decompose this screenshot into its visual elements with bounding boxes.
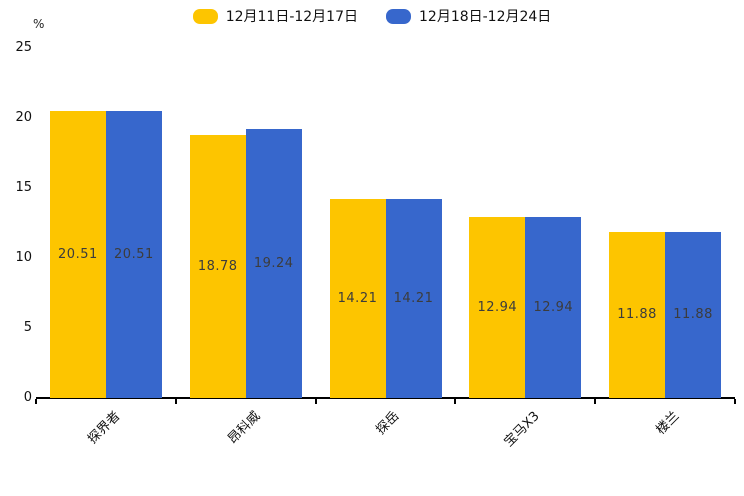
bar-week2: 19.24 bbox=[245, 128, 302, 398]
bar-value-label: 20.51 bbox=[114, 246, 154, 262]
x-axis-tick bbox=[174, 399, 177, 404]
bar-value-label: 14.21 bbox=[393, 291, 434, 307]
bar-value-label: 20.51 bbox=[58, 246, 98, 262]
x-axis-category-label: 探岳 bbox=[373, 408, 403, 438]
bar-value-label: 12.94 bbox=[477, 299, 518, 315]
x-axis-tick bbox=[35, 399, 37, 404]
x-axis-category-label: 宝马X3 bbox=[501, 408, 543, 450]
x-axis-line bbox=[36, 397, 735, 399]
bar-week2: 11.88 bbox=[665, 231, 722, 398]
y-axis-tick-label: 10 bbox=[15, 250, 32, 265]
legend-item-week2[interactable]: 12月18日-12月24日 bbox=[386, 6, 551, 26]
x-axis-tick bbox=[454, 399, 457, 404]
y-axis-tick-label: 5 bbox=[23, 320, 32, 335]
legend-label-week2: 12月18日-12月24日 bbox=[419, 9, 552, 25]
x-axis-tick bbox=[734, 399, 736, 404]
bar-value-label: 11.88 bbox=[617, 307, 657, 323]
chart-legend: 12月11日-12月17日 12月18日-12月24日 bbox=[0, 6, 744, 26]
bar-week1: 12.94 bbox=[469, 216, 526, 398]
bar-week1: 14.21 bbox=[329, 199, 386, 398]
x-axis-category-label: 昂科威 bbox=[224, 408, 264, 448]
bar-week2: 20.51 bbox=[105, 110, 162, 398]
x-axis-category-label: 楼兰 bbox=[653, 408, 683, 438]
bar-value-label: 14.21 bbox=[337, 291, 378, 307]
legend-item-week1[interactable]: 12月11日-12月17日 bbox=[192, 6, 358, 26]
bar-week1: 18.78 bbox=[189, 135, 246, 398]
bar-week1: 11.88 bbox=[609, 231, 666, 398]
bar-value-label: 18.78 bbox=[197, 259, 238, 275]
bar-value-label: 12.94 bbox=[533, 299, 574, 315]
bar-week2: 12.94 bbox=[525, 216, 582, 398]
bar-week2: 14.21 bbox=[385, 199, 442, 398]
y-axis-tick-label: 25 bbox=[15, 40, 32, 55]
x-axis-category-label: 探界者 bbox=[85, 408, 124, 448]
bar-value-label: 11.88 bbox=[673, 307, 713, 323]
y-axis-tick-label: 20 bbox=[15, 110, 32, 125]
y-axis-tick-label: 15 bbox=[15, 180, 32, 195]
y-axis-unit-label: % bbox=[33, 17, 45, 31]
legend-label-week1: 12月11日-12月17日 bbox=[225, 9, 358, 25]
legend-swatch-yellow-icon bbox=[192, 8, 218, 24]
x-axis-tick bbox=[594, 399, 597, 404]
legend-swatch-blue-icon bbox=[386, 8, 411, 24]
x-axis-tick bbox=[314, 399, 317, 404]
y-axis-tick-label: 0 bbox=[23, 390, 32, 405]
bar-week1: 20.51 bbox=[49, 110, 106, 398]
bar-value-label: 19.24 bbox=[253, 255, 294, 271]
